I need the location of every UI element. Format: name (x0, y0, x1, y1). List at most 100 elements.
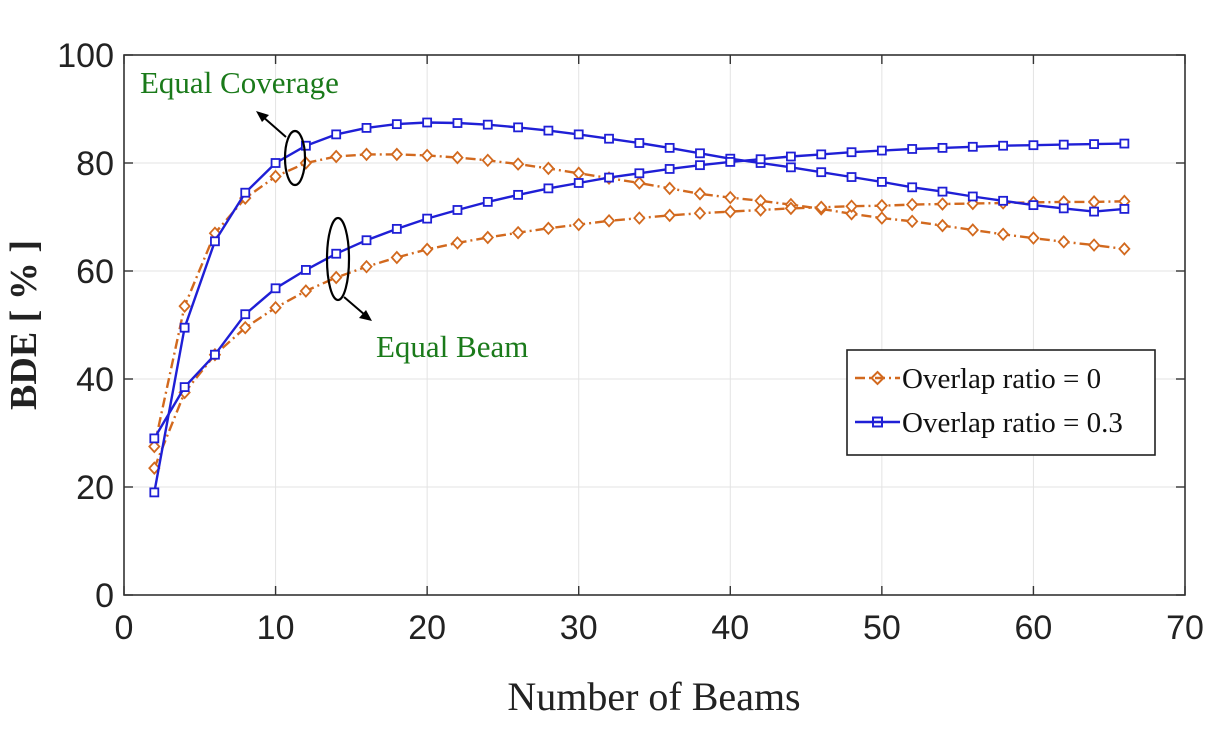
data-series (148, 117, 1131, 498)
data-point (420, 148, 434, 163)
data-point (664, 164, 675, 174)
data-point (422, 117, 433, 128)
data-point (240, 309, 251, 320)
x-axis-title: Number of Beams (507, 674, 800, 719)
equal-coverage-label: Equal Coverage (140, 65, 339, 100)
x-tick-label: 30 (560, 609, 598, 647)
data-point (663, 181, 676, 196)
data-point (210, 349, 220, 360)
data-point (725, 157, 736, 167)
data-point (1119, 203, 1130, 214)
data-point (693, 206, 707, 221)
data-point (967, 191, 978, 202)
data-point (573, 129, 584, 140)
y-tick-label: 0 (95, 577, 114, 615)
plot-area-frame (123, 54, 1186, 596)
data-point (1089, 139, 1099, 150)
data-point (149, 487, 160, 498)
series-equal-coverage-0-3 (149, 117, 1130, 498)
axis-ticks: 0 10 20 30 40 50 60 70 0 20 40 60 80 100 (57, 37, 1204, 647)
x-tick-label: 50 (863, 609, 901, 647)
data-point (845, 206, 858, 221)
series-equal-beam-0-3 (149, 138, 1130, 444)
equal-beam-ellipse (325, 216, 351, 302)
data-point (299, 284, 313, 298)
legend-marker-overlap-0-3 (872, 416, 883, 428)
data-point (633, 211, 646, 225)
data-point (816, 167, 827, 178)
data-point (542, 161, 555, 176)
data-point (482, 119, 493, 130)
data-point (966, 223, 980, 237)
data-point (300, 140, 311, 151)
data-point (178, 299, 191, 313)
equal-beam-arrow (343, 296, 366, 316)
x-tick-label: 70 (1166, 609, 1204, 647)
data-point (481, 230, 494, 245)
data-point (390, 250, 404, 265)
data-point (875, 198, 889, 213)
equal-coverage-arrow (261, 115, 287, 138)
data-point (513, 189, 523, 200)
legend-marker-overlap-0 (870, 370, 885, 386)
data-point (1058, 139, 1069, 150)
annotation-group-equal-coverage: Equal Coverage (140, 65, 339, 187)
data-point (390, 147, 404, 162)
data-point (936, 197, 949, 211)
data-point (602, 213, 616, 228)
data-point (239, 320, 252, 335)
data-point (998, 195, 1009, 206)
data-point (1087, 238, 1101, 252)
data-point (1028, 200, 1039, 211)
data-point (907, 144, 918, 154)
data-point (361, 235, 372, 246)
data-point (481, 153, 494, 168)
x-tick-label: 20 (408, 609, 446, 647)
data-point (905, 197, 919, 212)
data-point (663, 208, 676, 223)
data-point (693, 186, 707, 201)
data-point (846, 172, 857, 182)
data-point (724, 204, 737, 219)
data-point (967, 141, 978, 152)
data-point (996, 227, 1010, 242)
y-tick-label: 60 (76, 253, 114, 291)
data-point (149, 433, 160, 444)
data-point (998, 140, 1009, 151)
annotation-group-equal-beam: Equal Beam (325, 216, 528, 364)
legend: Overlap ratio = 0 Overlap ratio = 0.3 (846, 349, 1156, 456)
data-point (846, 147, 857, 158)
data-point (270, 283, 281, 294)
data-point (1028, 140, 1039, 151)
data-point (1057, 235, 1070, 249)
y-tick-label: 40 (76, 361, 114, 399)
equal-beam-label: Equal Beam (376, 329, 528, 364)
data-point (876, 176, 887, 187)
data-point (452, 205, 463, 215)
data-point (391, 223, 402, 234)
legend-box (846, 349, 1156, 456)
data-point (1118, 242, 1131, 256)
y-tick-label: 80 (76, 145, 114, 183)
data-point (755, 154, 766, 165)
data-point (360, 259, 373, 274)
data-point (786, 151, 796, 162)
equal-coverage-ellipse (283, 129, 307, 187)
data-point (331, 248, 342, 259)
data-point (420, 242, 434, 257)
data-point (361, 123, 372, 133)
data-point (786, 162, 796, 173)
data-point (148, 461, 161, 475)
data-point (391, 119, 402, 130)
x-tick-label: 40 (711, 609, 749, 647)
data-point (816, 149, 827, 160)
equal-coverage-arrowhead (256, 111, 269, 122)
data-point (422, 213, 433, 224)
data-point (482, 196, 493, 207)
data-point (815, 200, 828, 215)
data-point (907, 182, 918, 193)
data-point (905, 214, 919, 229)
data-point (695, 160, 705, 171)
data-point (269, 300, 282, 315)
legend-label-overlap-0-3: Overlap ratio = 0.3 (902, 407, 1123, 439)
